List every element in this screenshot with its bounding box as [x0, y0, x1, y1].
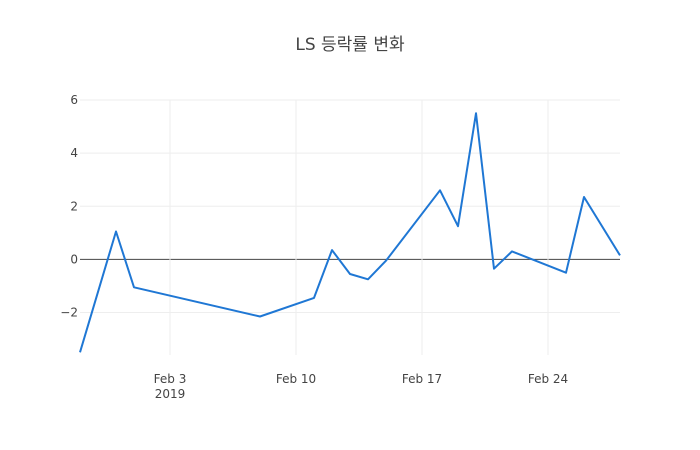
series-layer: [79, 112, 621, 353]
series-line: [79, 112, 621, 353]
chart-title: LS 등락률 변화: [295, 35, 405, 55]
grid: [80, 99, 620, 355]
y-tick-label: −2: [60, 306, 78, 320]
x-tick-label: Feb 10: [276, 372, 316, 386]
y-tick-label: 2: [70, 199, 78, 213]
x-tick-label: Feb 24: [528, 372, 568, 386]
y-tick-label: 6: [70, 93, 78, 107]
x-tick-label: Feb 3: [154, 372, 187, 386]
x-tick-label: Feb 17: [402, 372, 442, 386]
x-tick-sublabel: 2019: [155, 387, 186, 401]
y-tick-label: 4: [70, 146, 78, 160]
y-tick-label: 0: [70, 252, 78, 266]
